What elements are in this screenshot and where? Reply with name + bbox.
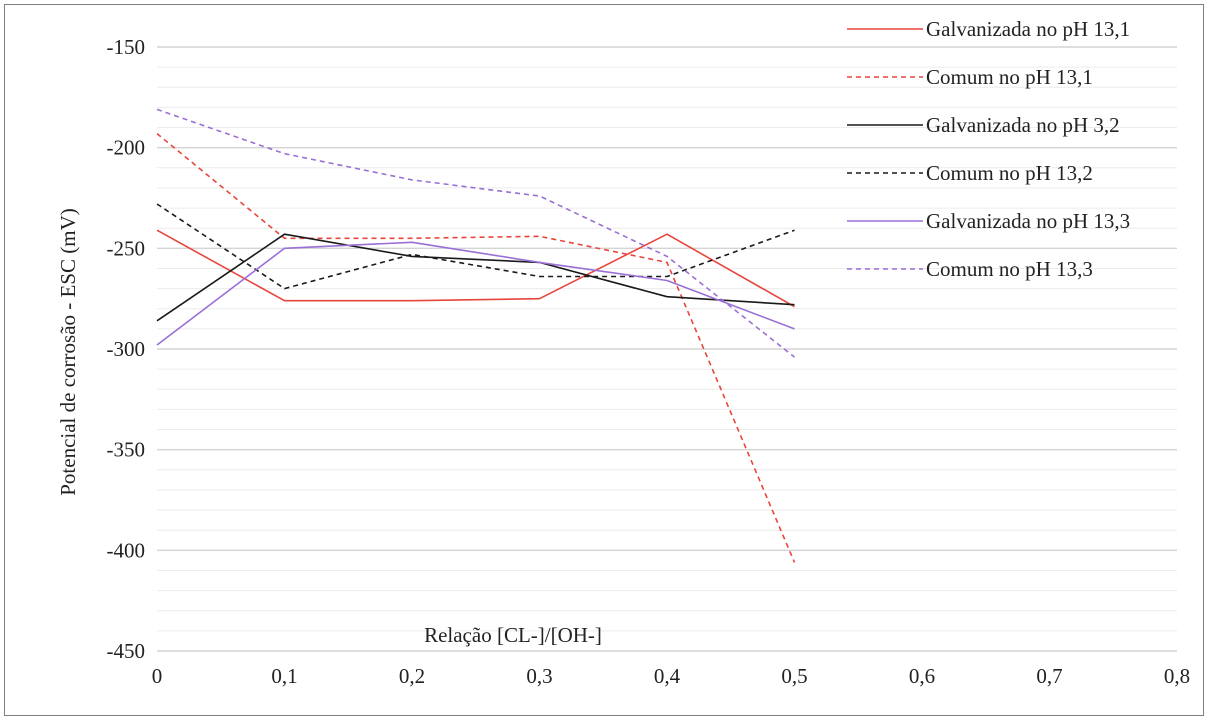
- x-tick-label: 0: [152, 664, 163, 688]
- legend-label-6: Comum no pH 13,3: [926, 257, 1093, 281]
- series-line-5: [156, 241, 795, 346]
- x-tick-label: 0,1: [271, 664, 297, 688]
- series-line-2: [156, 132, 796, 563]
- x-tick-label: 0,8: [1164, 664, 1190, 688]
- y-axis-label: Potencial de corrosão - ESC (mV): [56, 208, 80, 496]
- x-tick-label: 0,4: [654, 664, 681, 688]
- x-axis-label: Relação [CL-]/[OH-]: [424, 623, 602, 647]
- chart-frame: -150 -200 -250 -300 -350 -400 -450 0 0,1 0,2 0,3 0…: [4, 4, 1204, 716]
- legend-label-2: Comum no pH 13,1: [926, 65, 1093, 89]
- x-tick-label: 0,2: [399, 664, 425, 688]
- x-tick-label: 0,5: [781, 664, 807, 688]
- y-tick-label: -200: [107, 136, 146, 160]
- legend: Galvanizada no pH 13,1 Comum no pH 13,1 Ga…: [847, 17, 1130, 281]
- x-tick-labels: 0 0,1 0,2 0,3 0,4 0,5 0,6 0,7 0,8: [152, 664, 1190, 688]
- legend-label-1: Galvanizada no pH 13,1: [926, 17, 1130, 41]
- y-tick-label: -350: [107, 438, 146, 462]
- series-line-4: [156, 203, 795, 290]
- legend-label-4: Comum no pH 13,2: [926, 161, 1093, 185]
- x-tick-label: 0,3: [526, 664, 552, 688]
- y-tick-label: -150: [107, 35, 146, 59]
- y-tick-label: -250: [107, 236, 146, 260]
- x-tick-label: 0,6: [909, 664, 935, 688]
- line-chart: -150-200-250-300-350-400-450 0 0,1 0,2 0,3 0…: [56, 17, 1190, 688]
- x-tick-label: 0,7: [1036, 664, 1062, 688]
- y-tick-label: -300: [107, 337, 146, 361]
- series-line-6: [156, 108, 795, 358]
- gridlines: [157, 46, 1177, 652]
- y-tick-label: -450: [107, 639, 146, 663]
- legend-label-5: Galvanizada no pH 13,3: [926, 209, 1130, 233]
- series-line-1: [156, 229, 795, 308]
- y-tick-label: -400: [107, 538, 146, 562]
- series-lines: [156, 108, 796, 563]
- series-line-3: [156, 233, 795, 322]
- y-tick-labels: -150 -200 -250 -300 -350 -400 -450: [107, 35, 146, 663]
- legend-label-3: Galvanizada no pH 3,2: [926, 113, 1120, 137]
